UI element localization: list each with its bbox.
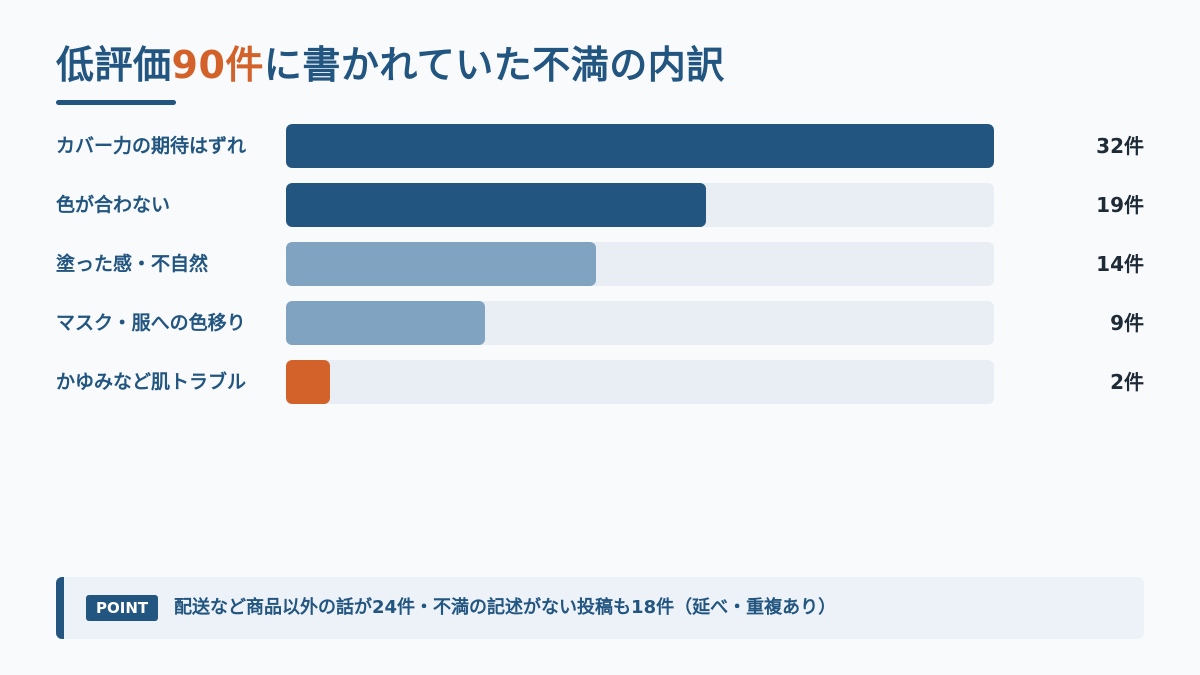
bar-row: マスク・服への色移り 9件 — [56, 301, 1144, 345]
chart-title: 低評価90件に書かれていた不満の内訳 — [56, 34, 725, 89]
bar-track — [286, 360, 994, 404]
category-label: マスク・服への色移り — [56, 312, 246, 334]
title-highlight: 90件 — [171, 43, 264, 87]
title-underline — [56, 100, 176, 105]
bar — [286, 183, 707, 227]
category-label: 塗った感・不自然 — [56, 253, 209, 275]
bar-row: かゆみなど肌トラブル 2件 — [56, 360, 1144, 404]
value-label: 19件 — [1096, 193, 1144, 217]
bar-chart: カバー力の期待はずれ 32件色が合わない 19件塗った感・不自然 14件マスク・服への… — [56, 124, 1144, 419]
bar — [286, 360, 331, 404]
bar-row: 塗った感・不自然 14件 — [56, 242, 1144, 286]
title-prefix: 低評価 — [56, 43, 172, 87]
point-badge: POINT — [86, 595, 159, 621]
point-accent-edge — [56, 577, 64, 639]
category-label: 色が合わない — [56, 194, 171, 216]
point-text: 配送など商品以外の話が24件・不満の記述がない投稿も18件（延べ・重複あり） — [174, 597, 837, 618]
bar — [286, 124, 994, 168]
bar-track — [286, 183, 994, 227]
bar-track — [286, 301, 994, 345]
bar-track — [286, 124, 994, 168]
category-label: かゆみなど肌トラブル — [56, 371, 247, 393]
value-label: 9件 — [1110, 311, 1144, 335]
point-callout: POINT 配送など商品以外の話が24件・不満の記述がない投稿も18件（延べ・重… — [56, 577, 1144, 639]
value-label: 14件 — [1096, 252, 1144, 276]
bar-track — [286, 242, 994, 286]
value-label: 2件 — [1110, 370, 1144, 394]
category-label: カバー力の期待はずれ — [56, 135, 247, 157]
bar-row: 色が合わない 19件 — [56, 183, 1144, 227]
bar — [286, 301, 486, 345]
bar-row: カバー力の期待はずれ 32件 — [56, 124, 1144, 168]
bar — [286, 242, 596, 286]
value-label: 32件 — [1096, 134, 1144, 158]
title-suffix: に書かれていた不満の内訳 — [263, 43, 725, 87]
